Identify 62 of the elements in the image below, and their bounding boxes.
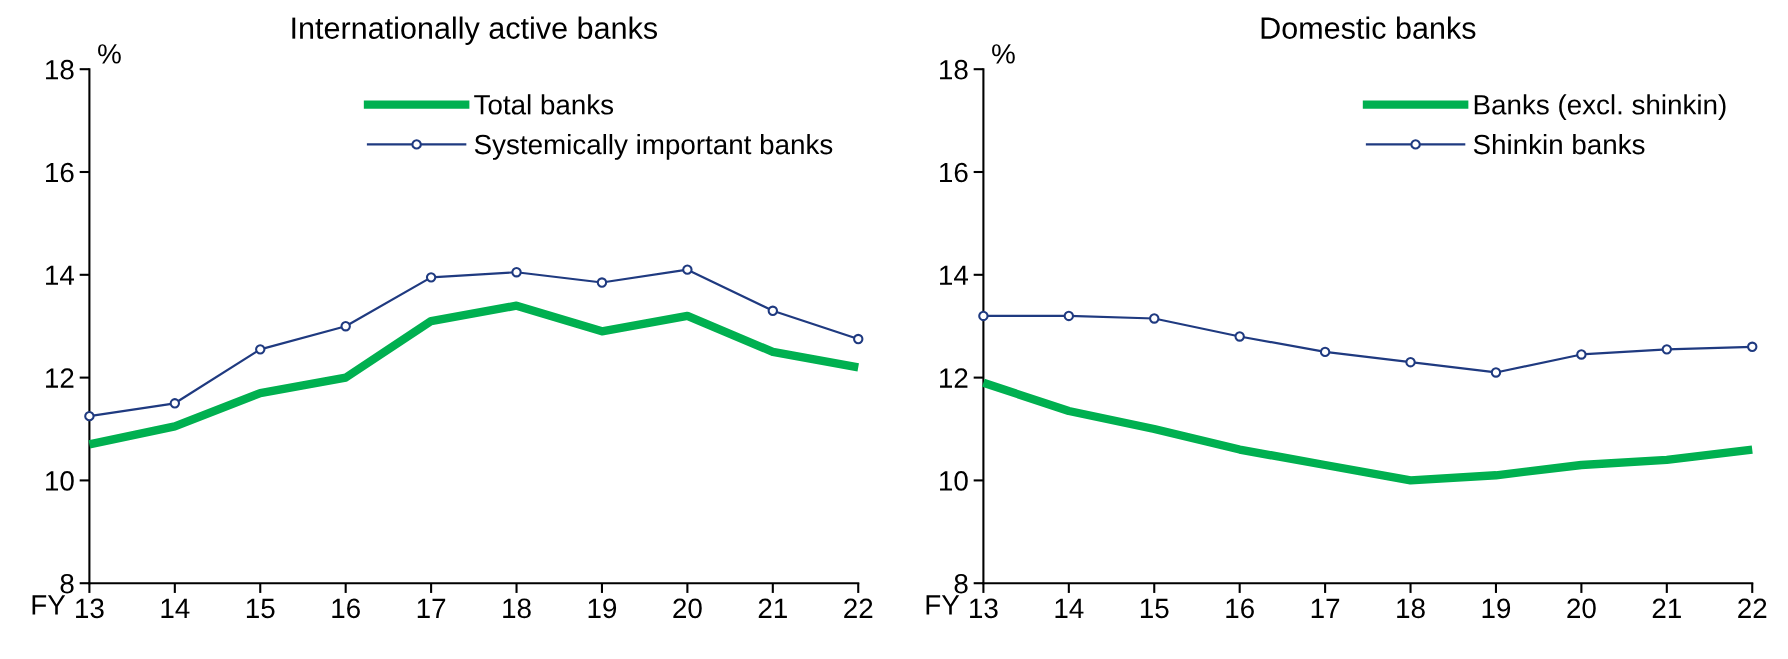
x-tick-label: 15 <box>1140 598 1169 619</box>
x-tick-label: 20 <box>673 598 702 619</box>
point <box>767 305 779 316</box>
y-tick-label: 12 <box>940 368 968 388</box>
x-tick-label: 20 <box>1567 598 1596 619</box>
x-tick-label: 15 <box>246 598 275 619</box>
x-tick-label: 19 <box>1482 598 1511 619</box>
x-tick-label: 18 <box>1397 598 1425 619</box>
y-tick-label: 8 <box>60 573 74 594</box>
y-axis-title: % <box>98 44 121 64</box>
point <box>1661 344 1673 355</box>
point <box>340 321 351 332</box>
x-tick-label: 16 <box>1226 598 1254 619</box>
y-axis-title: % <box>992 44 1015 64</box>
x-axis-title: FY <box>926 595 960 615</box>
y-tick-label: 14 <box>46 265 75 285</box>
legend-label: Systemically important banks <box>474 133 833 160</box>
x-tick-label: 17 <box>1311 598 1340 618</box>
point <box>511 267 522 278</box>
point <box>255 344 266 355</box>
point <box>425 272 437 283</box>
point <box>1149 313 1160 324</box>
legend-label: Shinkin banks <box>1473 133 1645 155</box>
point <box>84 410 95 422</box>
y-tick-label: 16 <box>46 162 74 183</box>
x-tick-label: 17 <box>417 598 446 618</box>
point <box>1747 341 1758 352</box>
x-tick-label: 21 <box>1652 598 1681 618</box>
point <box>1234 331 1245 342</box>
point <box>682 264 693 275</box>
chart-title: Domestic banks <box>1261 16 1476 39</box>
x-tick-label: 14 <box>161 598 190 618</box>
point <box>1405 356 1416 368</box>
point <box>1063 310 1075 322</box>
point <box>596 277 608 288</box>
y-tick-label: 14 <box>940 265 969 285</box>
point <box>1490 367 1502 378</box>
x-tick-label: 13 <box>76 598 104 619</box>
y-tick-label: 18 <box>46 59 74 80</box>
point <box>169 398 181 409</box>
x-tick-label: 16 <box>332 598 360 619</box>
y-tick-label: 12 <box>46 368 74 388</box>
point <box>1319 346 1331 358</box>
y-tick-label: 8 <box>954 573 968 594</box>
legend-label: Banks (excl. shinkin) <box>1474 94 1726 121</box>
x-tick-label: 22 <box>844 598 873 618</box>
x-tick-label: 22 <box>1738 598 1767 618</box>
x-tick-label: 19 <box>588 598 617 619</box>
y-tick-label: 10 <box>46 471 74 491</box>
y-tick-label: 10 <box>940 471 968 491</box>
legend-label: Total banks <box>474 94 614 115</box>
x-tick-label: 13 <box>970 598 998 619</box>
x-axis-title: FY <box>32 595 66 615</box>
y-tick-label: 16 <box>940 162 968 183</box>
y-tick-label: 18 <box>940 59 968 80</box>
point <box>978 310 989 322</box>
x-tick-label: 18 <box>503 598 531 619</box>
chart-title: Internationally active banks <box>292 16 658 45</box>
x-tick-label: 14 <box>1055 598 1084 618</box>
point <box>1576 349 1587 360</box>
x-tick-label: 21 <box>758 598 787 618</box>
point <box>853 333 864 345</box>
